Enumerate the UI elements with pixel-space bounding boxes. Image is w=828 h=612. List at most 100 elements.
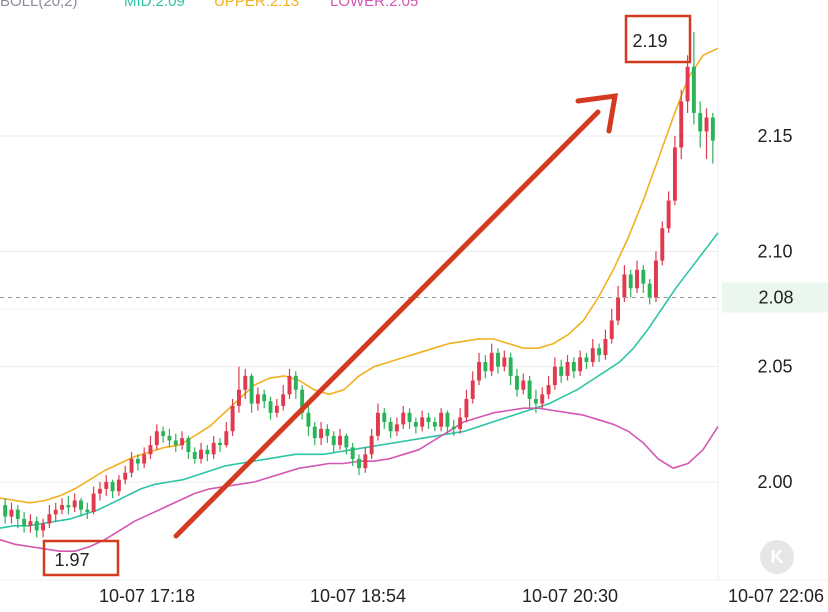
- y-axis: 2.15 2.10 2.05 2.00: [757, 126, 792, 492]
- candle-body: [224, 431, 229, 446]
- x-tick-label: 10-07 18:54: [310, 586, 406, 606]
- candle-body: [603, 338, 608, 356]
- candle-body: [28, 521, 33, 526]
- candle-body: [3, 505, 8, 517]
- high-annotation: 2.19: [624, 14, 692, 64]
- candle-body: [691, 66, 696, 113]
- candle-body: [154, 431, 159, 446]
- candle-body: [464, 398, 469, 418]
- candle-body: [628, 274, 633, 289]
- candle-body: [489, 352, 494, 372]
- legend-lower: LOWER:2.05: [330, 0, 418, 10]
- candle-body: [85, 509, 90, 512]
- low-annotation-value: 1.97: [54, 550, 89, 570]
- legend-upper: UPPER:2.13: [214, 0, 299, 10]
- candle-body: [123, 472, 128, 480]
- candle-body: [375, 412, 380, 436]
- candle-body: [546, 385, 551, 395]
- y-tick-label: 2.10: [757, 241, 792, 261]
- candle-body: [72, 500, 77, 508]
- candle-body: [698, 112, 703, 132]
- x-tick-label: 10-07 22:06: [728, 586, 824, 606]
- candle-body: [306, 412, 311, 427]
- candle-body: [704, 117, 709, 132]
- candle-body: [319, 428, 324, 439]
- candle-body: [477, 362, 482, 381]
- candle-body: [578, 357, 583, 372]
- candle-body: [515, 375, 519, 390]
- upper-band-line: [0, 47, 719, 504]
- candle-body: [243, 375, 248, 390]
- candle-body: [508, 357, 513, 376]
- low-annotation: 1.97: [42, 539, 120, 577]
- candle-body: [135, 458, 140, 464]
- candle-body: [230, 405, 235, 432]
- candle-body: [116, 479, 121, 492]
- candle-body: [552, 366, 557, 386]
- candle-body: [357, 458, 361, 469]
- candle-body: [470, 380, 475, 399]
- candle-body: [350, 447, 355, 459]
- candle-body: [660, 228, 665, 261]
- y-tick-label: 2.00: [757, 472, 792, 492]
- y-tick-label: 2.05: [757, 357, 792, 377]
- candle-body: [142, 454, 147, 464]
- candle-body: [9, 509, 14, 517]
- current-price-tag-bg: [722, 282, 828, 313]
- mid-band-line: [0, 232, 719, 529]
- candle-body: [97, 488, 102, 494]
- x-tick-label: 10-07 17:18: [99, 586, 195, 606]
- candle-body: [641, 269, 646, 284]
- y-tick-label: 2.15: [757, 126, 792, 146]
- candle-body: [533, 398, 538, 404]
- candle-body: [426, 417, 431, 423]
- candle-body: [616, 297, 621, 321]
- candle-body: [388, 422, 393, 432]
- candle-body: [236, 389, 241, 406]
- candle-body: [559, 366, 564, 376]
- k-line-toggle-button[interactable]: K: [760, 540, 794, 574]
- candle-body: [312, 426, 317, 439]
- current-price-label: 2.08: [758, 287, 793, 307]
- candle-body: [281, 394, 286, 406]
- candle-body: [129, 458, 134, 473]
- candle-body: [268, 401, 273, 413]
- candle-body: [458, 417, 463, 429]
- candle-body: [344, 435, 349, 448]
- candle-body: [338, 435, 343, 446]
- legend-indicator: BOLL(20,2): [0, 0, 78, 10]
- candle-body: [710, 117, 715, 141]
- candle-body: [53, 509, 58, 515]
- candle-body: [15, 509, 20, 519]
- candle-body: [394, 424, 399, 432]
- candle-body: [180, 438, 185, 446]
- grid-lines: [0, 0, 828, 581]
- candle-body: [521, 380, 526, 390]
- candle-body: [218, 442, 222, 446]
- candle-body: [451, 426, 456, 429]
- x-axis: 10-07 17:18 10-07 18:54 10-07 20:30 10-07 2…: [99, 586, 824, 606]
- candle-body: [205, 449, 210, 455]
- candle-body: [635, 269, 639, 289]
- candle-body: [413, 422, 418, 427]
- candle-body: [571, 362, 576, 372]
- candle-body: [363, 454, 368, 469]
- candle-body: [382, 412, 387, 423]
- candle-body: [274, 405, 279, 413]
- legend-mid: MID:2.09: [124, 0, 185, 10]
- candle-body: [173, 440, 178, 446]
- candle-body: [41, 523, 46, 531]
- candle-body: [527, 380, 532, 399]
- candle-body: [211, 442, 216, 455]
- candle-body: [104, 482, 109, 489]
- candle-body: [293, 375, 298, 390]
- candle-body: [540, 394, 545, 404]
- x-tick-label: 10-07 20:30: [522, 586, 618, 606]
- candle-body: [445, 412, 450, 427]
- candle-body: [654, 260, 658, 298]
- high-annotation-value: 2.19: [632, 31, 667, 51]
- candle-body: [79, 500, 83, 510]
- candle-body: [167, 435, 172, 441]
- trend-arrow: [173, 93, 619, 539]
- candle-body: [439, 412, 444, 427]
